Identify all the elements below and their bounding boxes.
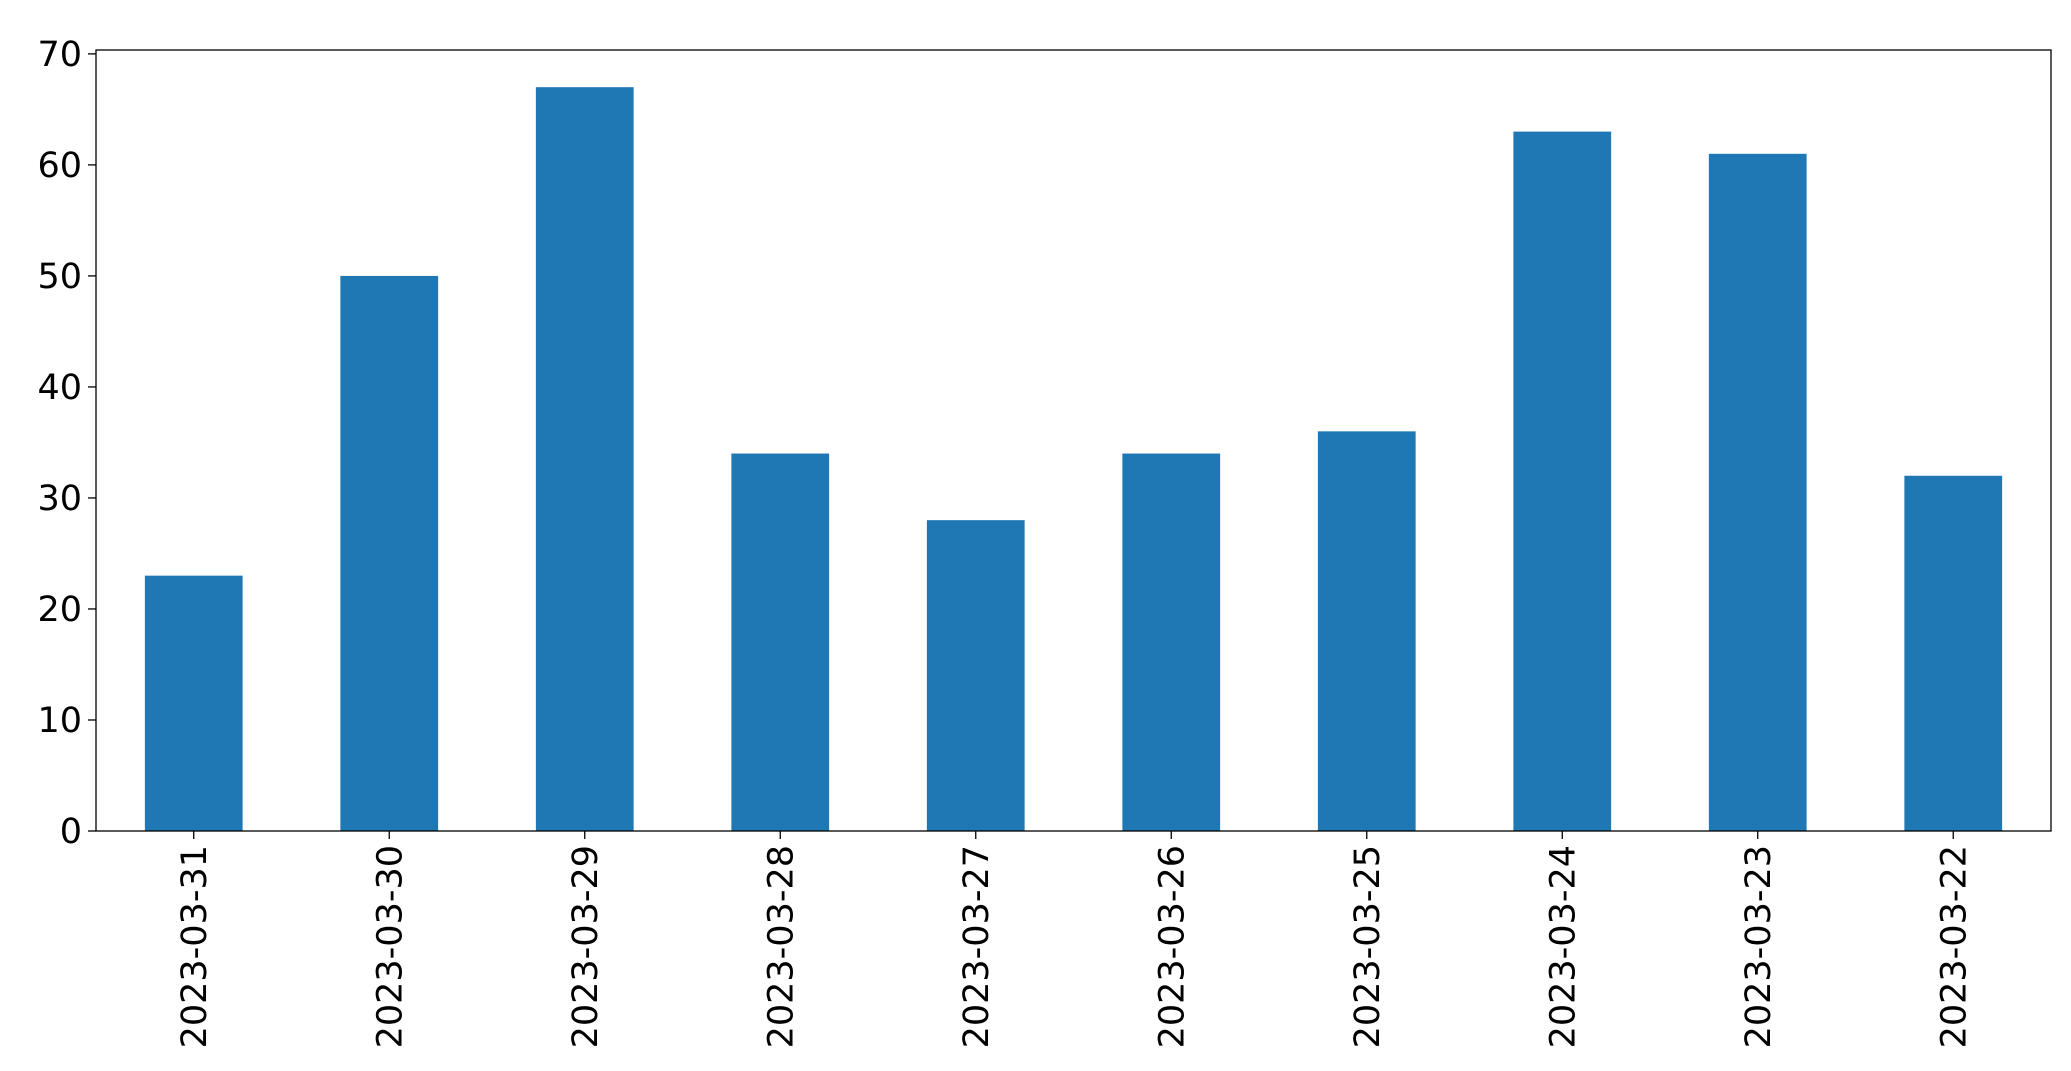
y-tick-label: 60 — [37, 146, 82, 186]
plot-frame — [95, 49, 2052, 832]
bar — [731, 453, 830, 831]
y-tick-label: 20 — [37, 590, 82, 630]
x-tick-label: 2023-03-23 — [1739, 845, 1779, 1048]
bar — [144, 575, 243, 831]
y-tick-label: 70 — [37, 35, 82, 75]
bar — [1122, 453, 1221, 831]
y-tick-label: 10 — [37, 701, 82, 741]
bar — [1708, 153, 1807, 831]
x-tick-label: 2023-03-30 — [370, 845, 410, 1048]
x-tick-label: 2023-03-27 — [957, 845, 997, 1048]
x-tick-label: 2023-03-26 — [1152, 845, 1192, 1048]
bar — [340, 275, 439, 831]
bar — [1513, 131, 1612, 831]
y-tick-label: 50 — [37, 257, 82, 297]
bar — [926, 520, 1025, 831]
y-tick-label: 40 — [37, 368, 82, 408]
x-tick-label: 2023-03-28 — [761, 845, 801, 1048]
y-tick-label: 30 — [37, 479, 82, 519]
x-tick-label: 2023-03-25 — [1348, 845, 1388, 1048]
x-tick-label: 2023-03-31 — [175, 845, 215, 1048]
bar — [1317, 431, 1416, 831]
bar — [535, 87, 634, 831]
y-tick-label: 0 — [60, 812, 82, 852]
x-tick-label: 2023-03-29 — [566, 845, 606, 1048]
bar — [1904, 475, 2003, 831]
x-tick-label: 2023-03-22 — [1934, 845, 1974, 1048]
x-tick-label: 2023-03-24 — [1543, 845, 1583, 1048]
